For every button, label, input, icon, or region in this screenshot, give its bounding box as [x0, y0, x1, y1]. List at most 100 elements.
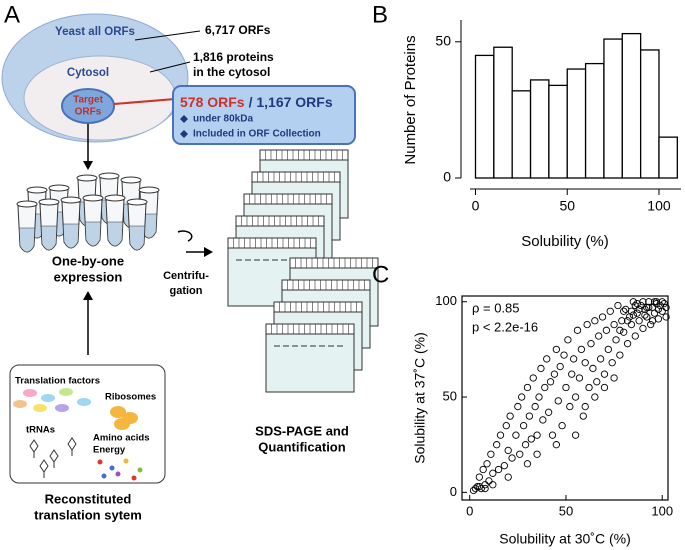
label: Reconstituted	[45, 491, 132, 506]
x-tick-label: 50	[559, 198, 575, 214]
point	[469, 486, 478, 495]
point	[556, 362, 564, 371]
y-tick-label: 100	[435, 293, 457, 308]
point	[600, 383, 609, 392]
point	[570, 355, 578, 363]
x-axis-label: Solubility at 30˚C (%)	[499, 531, 631, 547]
label: Target	[73, 95, 103, 106]
amino-acid	[97, 459, 103, 465]
point	[585, 383, 593, 392]
factor	[41, 394, 55, 402]
point	[537, 364, 545, 373]
count: / 1,167 ORFs	[249, 94, 333, 110]
point	[587, 340, 595, 348]
label: Ribosomes	[105, 392, 156, 403]
point	[552, 441, 560, 449]
point	[529, 374, 537, 382]
point	[558, 421, 566, 430]
tube-cap	[38, 198, 60, 206]
point	[523, 383, 532, 392]
label: Amino acids	[93, 433, 150, 444]
point	[494, 465, 503, 474]
point	[487, 450, 495, 458]
label: Quantification	[258, 439, 345, 454]
tube-liquid	[40, 225, 58, 251]
x-tick-label: 0	[472, 198, 480, 214]
tube-cap	[82, 194, 104, 202]
point	[473, 483, 482, 491]
plot-frame	[461, 295, 669, 501]
point	[662, 303, 670, 312]
panel-label: C	[372, 261, 389, 288]
bar	[584, 62, 605, 179]
point	[643, 303, 651, 312]
point	[493, 441, 501, 449]
factor	[77, 398, 91, 406]
point	[521, 441, 530, 449]
point	[662, 313, 670, 321]
point	[554, 397, 562, 405]
ribosome	[110, 406, 126, 418]
point	[623, 340, 632, 348]
tube-cap	[138, 186, 160, 194]
label: ORFs	[75, 107, 102, 118]
point	[641, 305, 649, 313]
point	[552, 345, 560, 354]
trna	[49, 449, 59, 468]
amino-acid	[137, 467, 143, 473]
point	[600, 370, 609, 378]
tube-cap	[60, 196, 82, 204]
point	[648, 317, 657, 325]
point	[593, 378, 601, 386]
point	[631, 301, 639, 310]
point	[481, 484, 489, 493]
point	[577, 345, 586, 354]
point	[562, 383, 570, 392]
bar	[493, 46, 513, 179]
point	[535, 393, 543, 401]
point	[575, 374, 584, 382]
point	[583, 320, 591, 329]
point	[608, 359, 616, 367]
point	[502, 421, 510, 430]
point	[489, 481, 497, 489]
point	[610, 374, 618, 382]
point	[527, 435, 535, 443]
panel-label: B	[372, 1, 388, 28]
point	[504, 446, 512, 455]
point	[581, 359, 589, 367]
point	[602, 326, 611, 334]
amino-acid	[101, 473, 107, 479]
annotation: ρ = 0.85	[472, 300, 520, 315]
y-axis-label: Number of Proteins	[402, 35, 419, 164]
point	[610, 320, 618, 329]
bar	[658, 136, 678, 179]
label: One-by-one	[52, 253, 124, 268]
point	[589, 364, 597, 373]
tube-cap	[104, 194, 126, 202]
point	[643, 313, 651, 321]
point	[641, 311, 649, 319]
tube-cap	[76, 174, 98, 182]
point	[618, 317, 626, 325]
tube-liquid	[62, 223, 80, 249]
point	[606, 307, 614, 315]
point	[485, 477, 493, 485]
connector	[149, 61, 191, 73]
label: expression	[54, 269, 123, 284]
point	[508, 454, 516, 462]
point	[548, 431, 557, 439]
point	[604, 345, 612, 354]
trna	[39, 459, 49, 478]
point	[650, 309, 659, 317]
point	[564, 336, 572, 344]
point	[483, 460, 491, 468]
point	[627, 320, 636, 329]
tube-cap	[98, 172, 120, 180]
point	[560, 351, 568, 359]
y-tick-label: 50	[435, 32, 451, 48]
bar	[529, 79, 550, 179]
point	[568, 370, 576, 378]
